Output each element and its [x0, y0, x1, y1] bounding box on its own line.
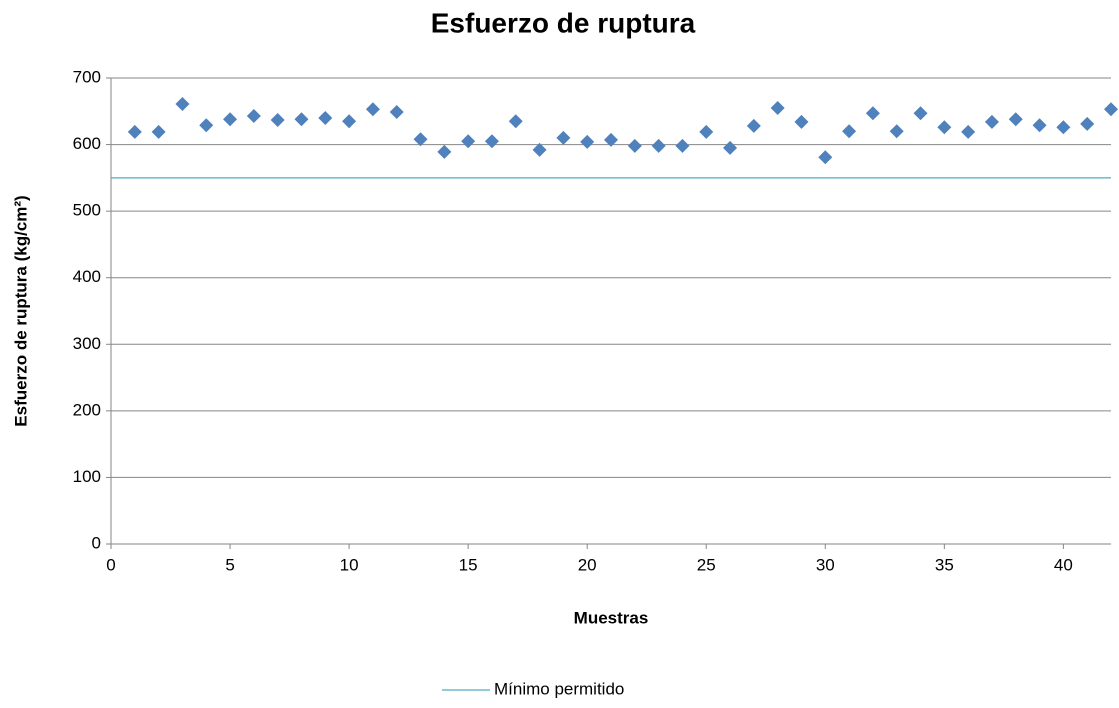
x-tick-label: 15	[459, 555, 478, 574]
data-point	[365, 102, 380, 117]
data-point	[556, 130, 571, 145]
data-point	[532, 142, 547, 157]
y-tick-label: 600	[73, 134, 101, 153]
data-point	[723, 140, 738, 155]
data-point	[794, 114, 809, 129]
x-tick-label: 0	[106, 555, 115, 574]
data-point	[818, 150, 833, 165]
data-point	[1008, 112, 1023, 127]
data-point	[770, 100, 785, 115]
data-point	[342, 114, 357, 129]
data-point	[270, 112, 285, 127]
x-tick-label: 5	[225, 555, 234, 574]
y-tick-label: 0	[92, 533, 101, 552]
data-point	[1056, 120, 1071, 135]
data-point	[318, 110, 333, 125]
data-point	[413, 132, 428, 147]
y-axis-title: Esfuerzo de ruptura (kg/cm²)	[11, 195, 30, 426]
data-point	[865, 106, 880, 121]
data-point	[508, 114, 523, 129]
data-point	[889, 124, 904, 139]
y-tick-label: 700	[73, 67, 101, 86]
data-point	[484, 134, 499, 149]
x-tick-label: 35	[935, 555, 954, 574]
data-point	[294, 112, 309, 127]
x-tick-label: 10	[340, 555, 359, 574]
data-point	[580, 134, 595, 149]
y-tick-label: 200	[73, 400, 101, 419]
data-point	[175, 96, 190, 111]
legend-label: Mínimo permitido	[494, 679, 624, 698]
data-point	[246, 108, 261, 123]
data-point	[746, 118, 761, 133]
data-point	[961, 124, 976, 139]
y-tick-label: 100	[73, 467, 101, 486]
data-point	[127, 124, 142, 139]
data-point	[627, 138, 642, 153]
x-tick-label: 40	[1054, 555, 1073, 574]
y-tick-label: 400	[73, 267, 101, 286]
x-tick-label: 25	[697, 555, 716, 574]
data-point	[1032, 118, 1047, 133]
chart-title: Esfuerzo de ruptura	[431, 7, 696, 38]
x-axis-title: Muestras	[574, 608, 649, 627]
x-tick-label: 20	[578, 555, 597, 574]
data-point	[437, 144, 452, 159]
data-point	[984, 114, 999, 129]
data-point	[1104, 102, 1118, 117]
x-tick-label: 30	[816, 555, 835, 574]
data-point	[913, 106, 928, 121]
data-point	[151, 124, 166, 139]
data-point	[389, 104, 404, 119]
data-point	[223, 112, 238, 127]
data-point	[199, 118, 214, 133]
data-point	[699, 124, 714, 139]
data-point	[1080, 116, 1095, 131]
y-tick-label: 500	[73, 201, 101, 220]
y-tick-label: 300	[73, 334, 101, 353]
data-point	[604, 132, 618, 147]
data-point	[461, 134, 476, 149]
data-point	[937, 120, 952, 135]
data-point	[842, 124, 857, 139]
data-point	[651, 138, 666, 153]
data-point	[675, 138, 690, 153]
